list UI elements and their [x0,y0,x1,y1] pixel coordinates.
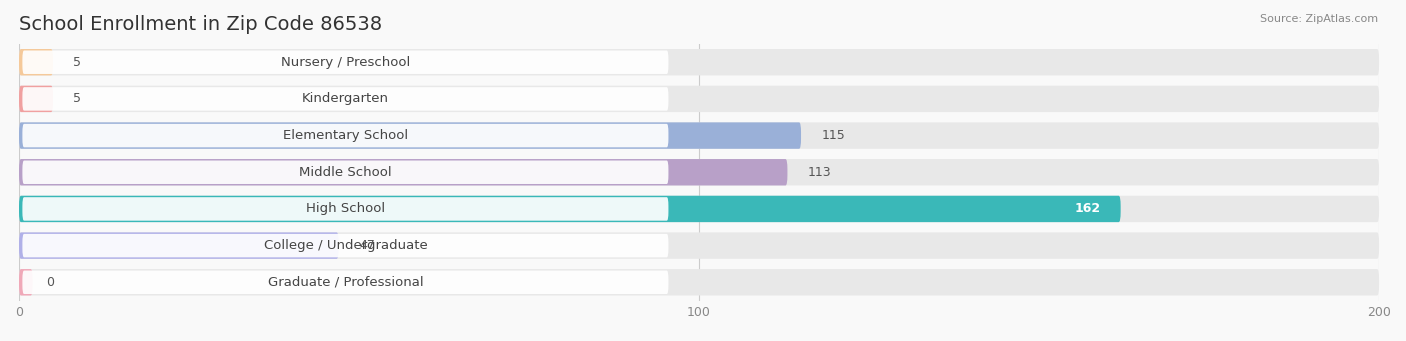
Text: 0: 0 [46,276,55,289]
FancyBboxPatch shape [22,234,668,257]
FancyBboxPatch shape [22,161,668,184]
FancyBboxPatch shape [20,233,339,259]
Text: Source: ZipAtlas.com: Source: ZipAtlas.com [1260,14,1378,24]
FancyBboxPatch shape [20,86,53,112]
Text: 162: 162 [1074,203,1101,216]
FancyBboxPatch shape [20,122,801,149]
FancyBboxPatch shape [22,270,668,294]
FancyBboxPatch shape [20,196,1379,222]
Text: School Enrollment in Zip Code 86538: School Enrollment in Zip Code 86538 [20,15,382,34]
FancyBboxPatch shape [20,159,787,186]
Text: 47: 47 [359,239,375,252]
Text: Kindergarten: Kindergarten [302,92,389,105]
FancyBboxPatch shape [20,269,1379,296]
Text: High School: High School [307,203,385,216]
FancyBboxPatch shape [20,86,1379,112]
Text: College / Undergraduate: College / Undergraduate [263,239,427,252]
FancyBboxPatch shape [20,122,1379,149]
Text: Graduate / Professional: Graduate / Professional [267,276,423,289]
Text: Elementary School: Elementary School [283,129,408,142]
FancyBboxPatch shape [20,233,1379,259]
Text: 115: 115 [821,129,845,142]
FancyBboxPatch shape [22,50,668,74]
FancyBboxPatch shape [22,87,668,110]
FancyBboxPatch shape [20,49,1379,75]
Text: 113: 113 [808,166,831,179]
FancyBboxPatch shape [22,197,668,221]
Text: Middle School: Middle School [299,166,392,179]
Text: 5: 5 [73,56,82,69]
FancyBboxPatch shape [20,269,32,296]
FancyBboxPatch shape [20,49,53,75]
Text: Nursery / Preschool: Nursery / Preschool [281,56,411,69]
FancyBboxPatch shape [20,159,1379,186]
Text: 5: 5 [73,92,82,105]
FancyBboxPatch shape [22,124,668,147]
FancyBboxPatch shape [20,196,1121,222]
